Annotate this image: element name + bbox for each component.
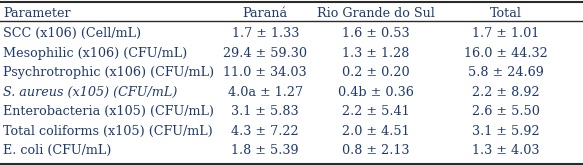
Text: E. coli (CFU/mL): E. coli (CFU/mL): [3, 144, 111, 157]
Text: 1.3 ± 1.28: 1.3 ± 1.28: [342, 47, 410, 60]
Text: 2.2 ± 5.41: 2.2 ± 5.41: [342, 105, 410, 118]
Text: 4.3 ± 7.22: 4.3 ± 7.22: [231, 125, 299, 138]
Text: 2.2 ± 8.92: 2.2 ± 8.92: [472, 86, 540, 99]
Text: 1.3 ± 4.03: 1.3 ± 4.03: [472, 144, 540, 157]
Text: 3.1 ± 5.92: 3.1 ± 5.92: [472, 125, 540, 138]
Text: 2.0 ± 4.51: 2.0 ± 4.51: [342, 125, 410, 138]
Text: Mesophilic (x106) (CFU/mL): Mesophilic (x106) (CFU/mL): [3, 47, 187, 60]
Text: Paraná: Paraná: [243, 7, 288, 20]
Text: 0.8 ± 2.13: 0.8 ± 2.13: [342, 144, 410, 157]
Text: 1.8 ± 5.39: 1.8 ± 5.39: [231, 144, 299, 157]
Text: Total coliforms (x105) (CFU/mL): Total coliforms (x105) (CFU/mL): [3, 125, 213, 138]
Text: 0.4b ± 0.36: 0.4b ± 0.36: [338, 86, 414, 99]
Text: Parameter: Parameter: [3, 7, 71, 20]
Text: 11.0 ± 34.03: 11.0 ± 34.03: [223, 66, 307, 79]
Text: Rio Grande do Sul: Rio Grande do Sul: [317, 7, 435, 20]
Text: 1.6 ± 0.53: 1.6 ± 0.53: [342, 27, 410, 40]
Text: 3.1 ± 5.83: 3.1 ± 5.83: [231, 105, 299, 118]
Text: 2.6 ± 5.50: 2.6 ± 5.50: [472, 105, 540, 118]
Text: Enterobacteria (x105) (CFU/mL): Enterobacteria (x105) (CFU/mL): [3, 105, 214, 118]
Text: 1.7 ± 1.33: 1.7 ± 1.33: [231, 27, 299, 40]
Text: 5.8 ± 24.69: 5.8 ± 24.69: [468, 66, 544, 79]
Text: 0.2 ± 0.20: 0.2 ± 0.20: [342, 66, 410, 79]
Text: SCC (x106) (Cell/mL): SCC (x106) (Cell/mL): [3, 27, 141, 40]
Text: S. aureus (x105) (CFU/mL): S. aureus (x105) (CFU/mL): [3, 86, 177, 99]
Text: 4.0a ± 1.27: 4.0a ± 1.27: [228, 86, 303, 99]
Text: 1.7 ± 1.01: 1.7 ± 1.01: [472, 27, 540, 40]
Text: Total: Total: [490, 7, 522, 20]
Text: 16.0 ± 44.32: 16.0 ± 44.32: [464, 47, 548, 60]
Text: 29.4 ± 59.30: 29.4 ± 59.30: [223, 47, 307, 60]
Text: Psychrotrophic (x106) (CFU/mL): Psychrotrophic (x106) (CFU/mL): [3, 66, 214, 79]
